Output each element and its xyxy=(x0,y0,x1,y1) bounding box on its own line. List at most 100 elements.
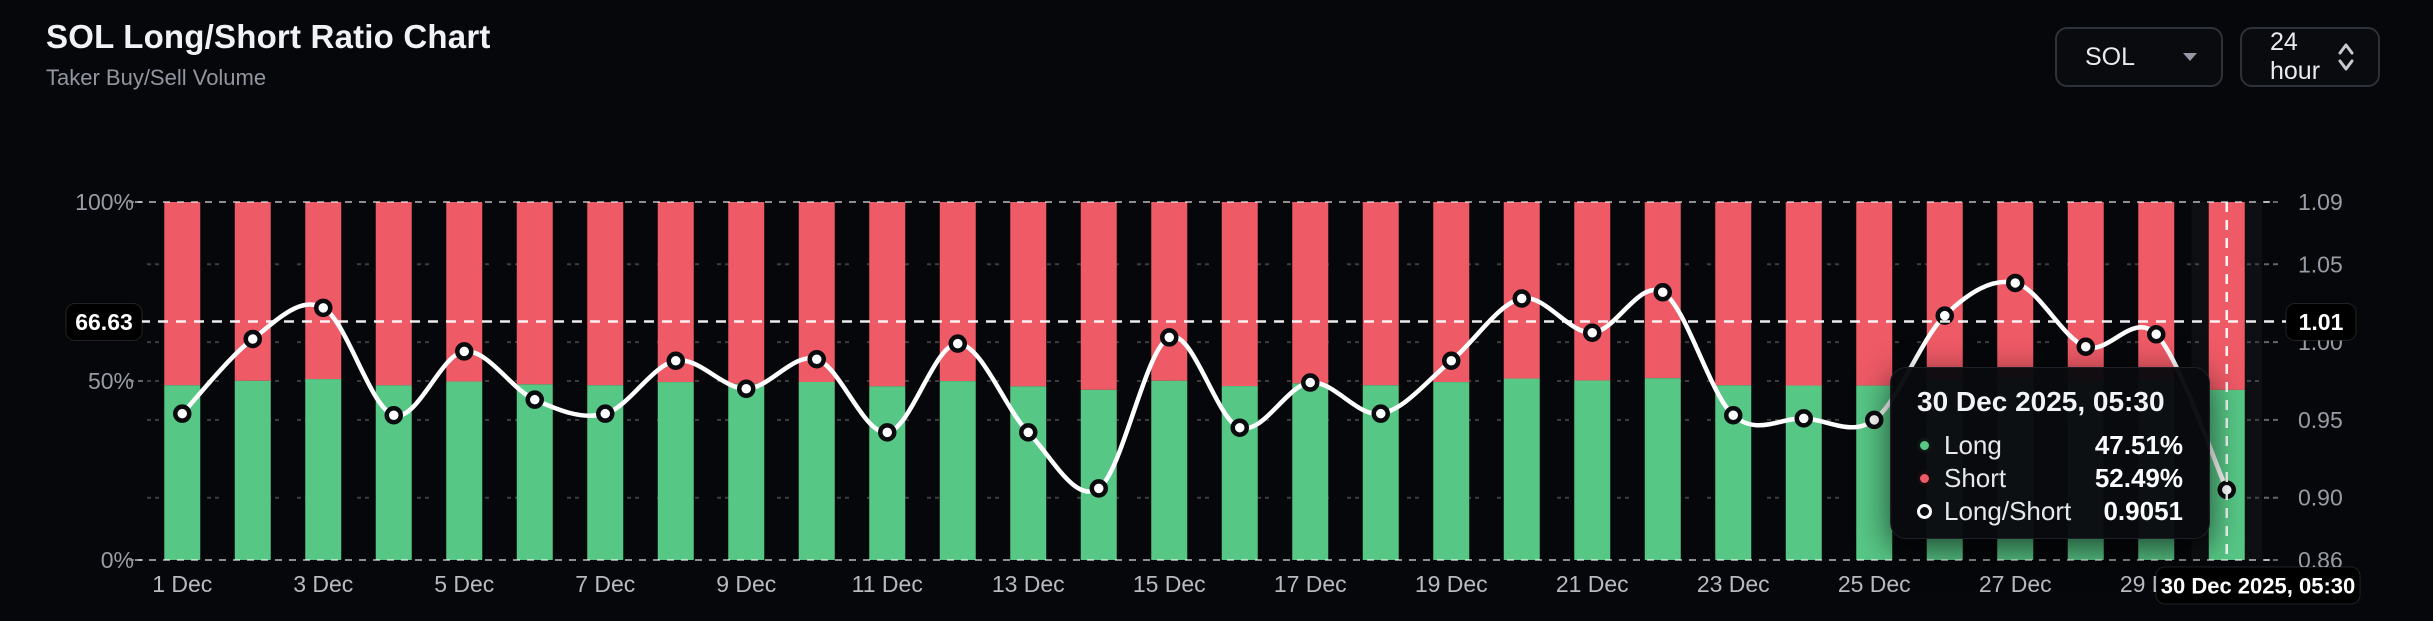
axis-tick-label: 66.63 xyxy=(75,309,133,335)
short-bar[interactable] xyxy=(1221,202,1258,387)
interval-select[interactable]: 24 hour xyxy=(2240,27,2380,87)
chevron-down-icon xyxy=(2183,53,2197,61)
axis-tick-label: 30 Dec 2025, 05:30 xyxy=(2161,574,2356,599)
data-point[interactable] xyxy=(2147,325,2166,344)
crosshair-left-value-box xyxy=(65,302,143,341)
long-bar[interactable] xyxy=(798,382,835,560)
data-point[interactable] xyxy=(878,423,897,442)
symbol-select[interactable]: SOL xyxy=(2055,27,2223,87)
tooltip-row-value: 0.9051 xyxy=(2103,496,2183,526)
data-point[interactable] xyxy=(1724,405,1743,425)
data-point[interactable] xyxy=(1301,373,1320,392)
data-point[interactable] xyxy=(2006,273,2025,293)
axis-tick-label: 27 Dec xyxy=(1979,571,2052,597)
data-point[interactable] xyxy=(1512,289,1531,308)
short-bar[interactable] xyxy=(1362,202,1399,386)
data-point[interactable] xyxy=(1230,418,1249,437)
long-bar[interactable] xyxy=(1221,386,1258,560)
long-bar[interactable] xyxy=(657,382,694,560)
long-bar[interactable] xyxy=(446,381,483,560)
tooltip-row-label: Long xyxy=(1944,430,2002,460)
tooltip-row-ratio: Long/Short 0.9051 xyxy=(1917,495,2183,528)
tooltip-row-label: Short xyxy=(1944,463,2007,493)
short-bar[interactable] xyxy=(234,202,271,381)
axis-tick-label: 25 Dec xyxy=(1838,571,1911,597)
ratio-ring-icon xyxy=(1917,504,1932,519)
axis-tick-label: 0.95 xyxy=(2298,407,2343,433)
data-point[interactable] xyxy=(596,404,615,423)
data-point[interactable] xyxy=(1371,404,1390,423)
data-point[interactable] xyxy=(1160,328,1179,347)
axis-tick-label: 21 Dec xyxy=(1556,571,1629,597)
short-bar[interactable] xyxy=(1292,202,1329,384)
chart-tooltip: 30 Dec 2025, 05:30 Long 47.51% Short 52.… xyxy=(1890,367,2210,539)
long-bar[interactable] xyxy=(1151,380,1188,560)
data-point[interactable] xyxy=(737,379,756,399)
data-point[interactable] xyxy=(807,349,826,369)
axis-tick-label: 3 Dec xyxy=(293,571,353,597)
interval-select-value: 24 hour xyxy=(2270,28,2321,85)
chart-header: SOL Long/Short Ratio Chart Taker Buy/Sel… xyxy=(46,18,491,91)
tooltip-row-long: Long 47.51% xyxy=(1917,429,2183,462)
short-bar[interactable] xyxy=(305,202,342,380)
data-point[interactable] xyxy=(666,351,685,371)
data-point[interactable] xyxy=(1019,423,1038,442)
short-bar[interactable] xyxy=(1080,202,1117,390)
short-bar[interactable] xyxy=(1856,202,1893,386)
long-bar[interactable] xyxy=(234,380,271,560)
tooltip-row-value: 52.49% xyxy=(2094,463,2183,493)
data-point[interactable] xyxy=(1583,323,1602,342)
short-bar[interactable] xyxy=(587,202,624,386)
data-point[interactable] xyxy=(243,329,262,349)
axis-tick-label: 0.90 xyxy=(2298,485,2343,511)
short-dot-icon xyxy=(1917,471,1932,486)
short-bar[interactable] xyxy=(1010,202,1047,387)
axis-tick-label: 23 Dec xyxy=(1697,571,1770,597)
long-bar[interactable] xyxy=(1644,378,1681,560)
short-bar[interactable] xyxy=(869,202,906,387)
axis-tick-label: 19 Dec xyxy=(1415,571,1488,597)
tooltip-row-label: Long/Short xyxy=(1944,496,2072,526)
short-bar[interactable] xyxy=(1926,202,1963,380)
short-bar[interactable] xyxy=(164,202,201,386)
short-bar[interactable] xyxy=(516,202,553,385)
long-bar[interactable] xyxy=(305,379,342,560)
long-bar[interactable] xyxy=(939,381,976,560)
data-point[interactable] xyxy=(314,298,333,318)
long-bar[interactable] xyxy=(1503,378,1540,560)
data-point[interactable] xyxy=(525,390,544,409)
data-point[interactable] xyxy=(1442,351,1461,371)
short-bar[interactable] xyxy=(1574,202,1611,381)
data-point[interactable] xyxy=(384,405,403,425)
short-bar[interactable] xyxy=(1785,202,1822,386)
axis-tick-label: 100% xyxy=(75,189,134,215)
tooltip-title: 30 Dec 2025, 05:30 xyxy=(1917,386,2165,417)
data-point[interactable] xyxy=(1653,283,1672,302)
data-point[interactable] xyxy=(455,342,474,361)
data-point[interactable] xyxy=(1089,479,1108,498)
short-bar[interactable] xyxy=(1715,202,1752,386)
axis-tick-label: 17 Dec xyxy=(1274,571,1347,597)
crosshair-right-value-box xyxy=(2285,302,2357,341)
symbol-select-value: SOL xyxy=(2085,42,2136,71)
long-bar[interactable] xyxy=(869,386,906,560)
data-point[interactable] xyxy=(173,404,192,423)
data-point[interactable] xyxy=(1794,409,1813,428)
short-bar[interactable] xyxy=(375,202,412,386)
axis-tick-label: 0% xyxy=(101,547,134,573)
short-bar[interactable] xyxy=(728,202,765,384)
long-bar[interactable] xyxy=(728,383,765,560)
tooltip-row-value: 47.51% xyxy=(2094,430,2183,460)
data-point[interactable] xyxy=(1865,410,1884,430)
tooltip-row-short: Short 52.49% xyxy=(1917,462,2183,495)
long-bar[interactable] xyxy=(516,384,553,560)
data-point[interactable] xyxy=(948,334,967,353)
data-point[interactable] xyxy=(2076,337,2095,357)
axis-tick-label: 13 Dec xyxy=(992,571,1065,597)
long-bar[interactable] xyxy=(1574,380,1611,560)
long-bar[interactable] xyxy=(1433,382,1470,560)
axis-tick-label: 5 Dec xyxy=(434,571,494,597)
long-bar[interactable] xyxy=(1292,383,1329,560)
